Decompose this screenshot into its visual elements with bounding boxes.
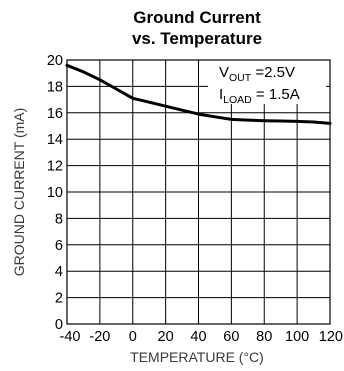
y-tick-label-0: 0 [55,317,63,333]
x-tick-label-2: 0 [129,329,137,345]
y-tick-label-6: 12 [47,159,63,175]
x-tick-label-4: 40 [190,329,206,345]
y-tick-labels: 0 2 4 6 8 10 12 14 16 18 20 [47,53,63,333]
x-tick-label-0: -40 [60,329,81,345]
x-axis-label: TEMPERATURE (°C) [130,349,264,365]
y-tick-label-8: 16 [47,106,63,122]
annotation-background [208,58,326,104]
series-line-0 [65,63,332,125]
chart-title-line-2: vs. Temperature [132,29,262,48]
x-tick-label-1: -20 [89,329,110,345]
x-tick-label-5: 60 [223,329,239,345]
y-tick-label-1: 2 [55,291,63,307]
x-tick-label-6: 80 [256,329,272,345]
x-tick-labels: -40 -20 0 20 40 60 80 100 120 [60,329,343,345]
y-tick-label-10: 20 [47,53,63,69]
y-axis-label: GROUND CURRENT (mA) [11,108,27,277]
y-tick-label-5: 10 [47,185,63,201]
series [65,63,332,125]
y-tick-label-9: 18 [47,79,63,95]
x-tick-label-3: 20 [158,329,174,345]
y-tick-label-4: 8 [55,211,63,227]
y-tick-label-3: 6 [55,238,63,254]
x-tick-label-7: 100 [285,329,309,345]
annotation-iload: ILOAD = 1.5A [219,86,300,106]
plot-frame [66,59,331,325]
y-tick-label-7: 14 [47,132,63,148]
x-tick-label-8: 120 [319,329,343,345]
y-tick-label-2: 4 [55,264,63,280]
annotation-vout: VOUT =2.5V [219,64,295,84]
chart-title-line-1: Ground Current [133,8,261,27]
